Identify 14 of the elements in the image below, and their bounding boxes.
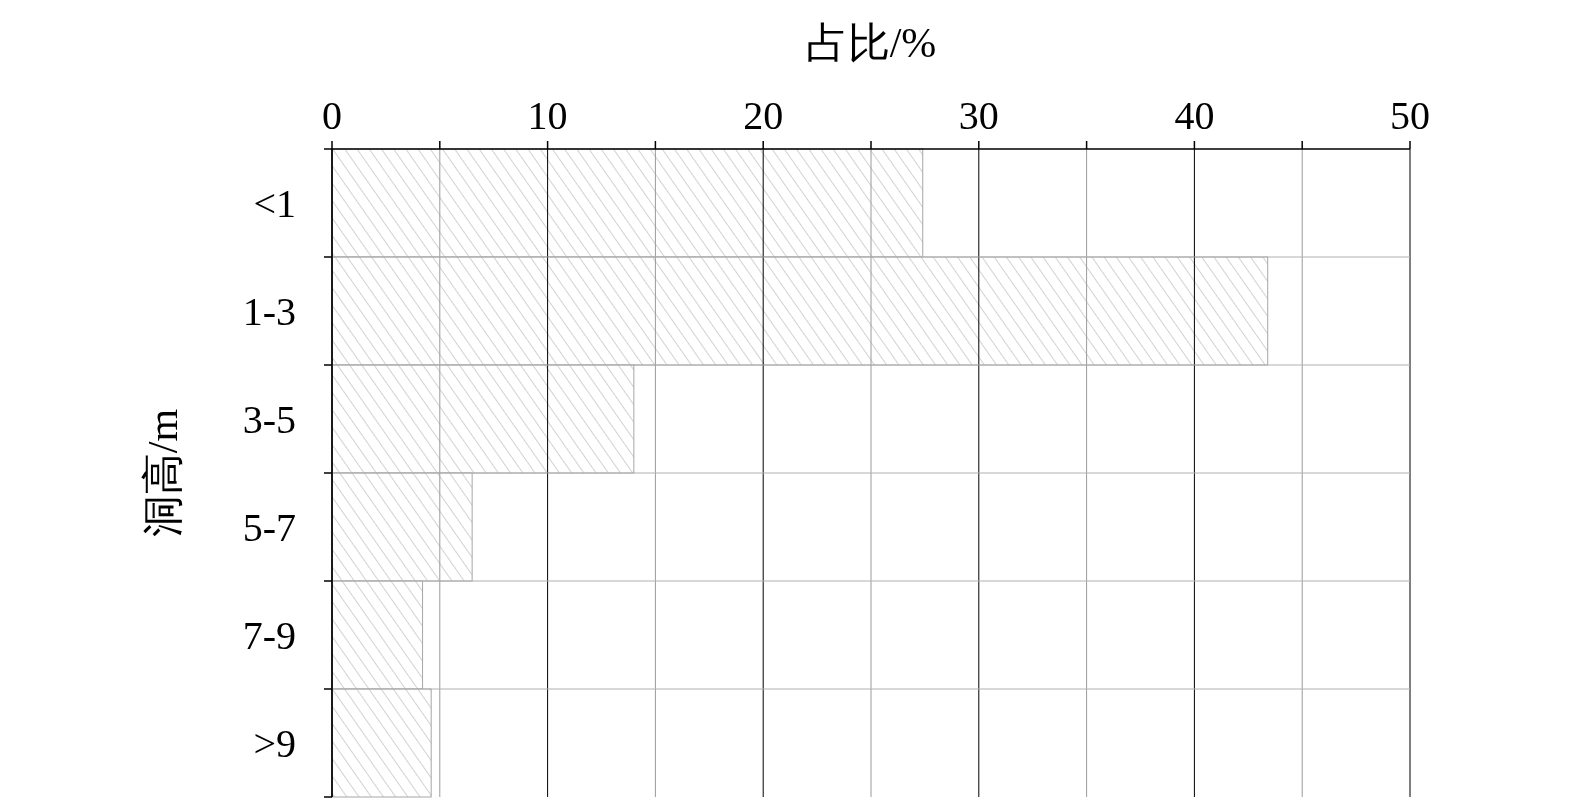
y-tick-label: 5-7 (242, 505, 296, 550)
x-tick-label: 20 (743, 93, 784, 138)
x-tick-label: 40 (1174, 93, 1215, 138)
x-tick-label: 30 (958, 93, 999, 138)
y-tick-label: >9 (253, 721, 296, 766)
x-tick-label: 10 (527, 93, 568, 138)
y-axis-title: 洞高/m (140, 408, 186, 538)
y-tick-label: <1 (253, 181, 296, 226)
x-tick-label: 0 (322, 93, 342, 138)
y-tick-label: 7-9 (242, 613, 296, 658)
x-axis-title: 占比/% (805, 20, 937, 66)
y-tick-label: 1-3 (242, 289, 296, 334)
y-tick-label: 3-5 (242, 397, 296, 442)
x-tick-label: 50 (1390, 93, 1430, 138)
